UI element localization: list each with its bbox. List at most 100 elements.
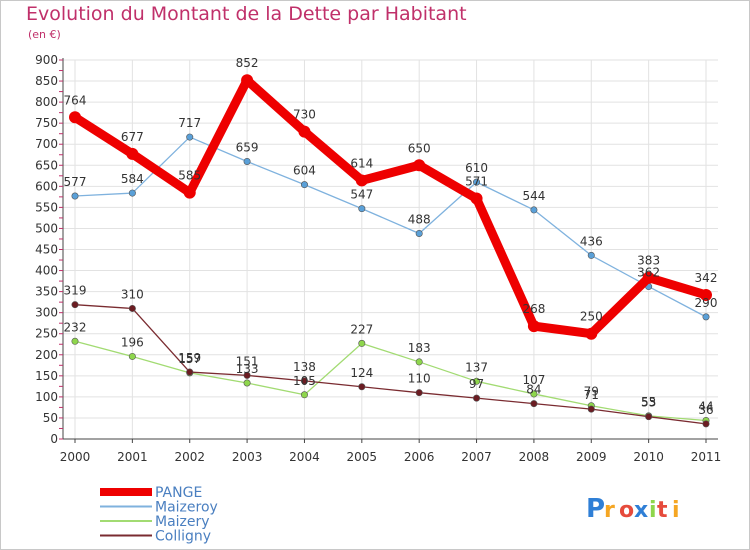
data-point-maizeroy [128, 189, 136, 197]
legend-item-maizery: Maizery [100, 514, 210, 530]
chart-title: Evolution du Montant de la Dette par Hab… [26, 3, 467, 25]
data-point-pange [183, 186, 196, 199]
series-group [69, 74, 712, 428]
series-pange [69, 74, 712, 340]
y-tick-label: 450 [35, 243, 58, 257]
y-tick-label: 900 [35, 53, 58, 67]
logo-letter: i [649, 498, 657, 523]
data-label-maizery: 133 [236, 362, 259, 376]
data-point-colligny [530, 400, 538, 408]
data-point-colligny [300, 377, 308, 385]
data-label-maizery: 107 [522, 373, 545, 387]
series-colligny [71, 301, 710, 428]
data-label-maizery: 183 [408, 341, 431, 355]
x-tick-label: 2003 [232, 450, 263, 464]
y-tick-label: 500 [35, 221, 58, 235]
data-point-pange [700, 288, 712, 301]
x-tick-label: 2006 [404, 450, 435, 464]
data-label-colligny: 97 [469, 377, 484, 391]
data-label-maizeroy: 659 [236, 140, 259, 154]
data-label-colligny: 71 [584, 388, 599, 402]
data-label-pange: 677 [121, 130, 144, 144]
data-label-colligny: 53 [641, 396, 656, 410]
data-label-pange: 730 [293, 108, 316, 122]
data-label-colligny: 36 [698, 403, 713, 417]
y-tick-label: 850 [35, 74, 58, 88]
data-label-colligny: 124 [350, 366, 373, 380]
legend-label-maizeroy: Maizeroy [155, 500, 218, 516]
data-label-pange: 571 [465, 175, 488, 189]
logo-letter: P [586, 494, 605, 524]
legend-label-maizery: Maizery [155, 514, 210, 530]
legend-item-maizeroy: Maizeroy [100, 500, 218, 516]
data-point-colligny [645, 413, 653, 421]
data-point-colligny [702, 420, 710, 428]
data-point-pange [69, 111, 81, 124]
data-label-colligny: 319 [64, 284, 87, 298]
data-label-pange: 342 [695, 271, 718, 285]
series-line-maizery [74, 340, 707, 422]
data-point-maizeroy [300, 181, 308, 189]
data-point-colligny [358, 383, 366, 391]
data-point-colligny [71, 301, 79, 309]
data-label-pange: 614 [350, 156, 373, 170]
y-tick-label: 50 [43, 411, 58, 425]
data-label-colligny: 84 [526, 383, 541, 397]
data-label-maizery: 44 [698, 399, 713, 413]
data-label-maizeroy: 436 [580, 234, 603, 248]
data-label-maizery: 227 [350, 322, 373, 336]
x-tick-label: 2000 [60, 450, 91, 464]
logo-lettering: Pr o x i t i [586, 494, 680, 524]
y-tick-label: 650 [35, 158, 58, 172]
data-label-maizeroy: 488 [408, 212, 431, 226]
data-label-maizery: 105 [293, 374, 316, 388]
logo-letter: i [672, 498, 680, 523]
x-tick-label: 2001 [117, 450, 148, 464]
data-point-maizery [71, 337, 79, 345]
x-tick-label: 2004 [289, 450, 320, 464]
data-label-pange: 250 [580, 310, 603, 324]
data-label-maizery: 196 [121, 335, 144, 349]
y-tick-label: 150 [35, 369, 58, 383]
series-line-colligny [74, 304, 707, 425]
data-point-colligny [587, 405, 595, 413]
data-label-maizeroy: 604 [293, 164, 316, 178]
y-tick-label: 800 [35, 95, 58, 109]
logo-letter: o [619, 498, 634, 523]
data-label-maizeroy: 610 [465, 161, 488, 175]
logo-letter: r [604, 498, 615, 523]
series-maizeroy [71, 133, 710, 321]
data-label-maizery: 157 [178, 352, 201, 366]
data-point-colligny [243, 371, 251, 379]
data-label-maizeroy: 547 [350, 188, 373, 202]
data-point-pange [126, 147, 139, 160]
data-point-maizery [243, 379, 251, 387]
logo-letter: x [634, 498, 648, 523]
data-point-maizery [300, 391, 308, 399]
data-point-pange [527, 320, 540, 333]
data-label-maizery: 137 [465, 360, 488, 374]
data-label-maizeroy: 717 [178, 116, 201, 130]
x-tick-label: 2007 [461, 450, 492, 464]
legend-item-pange: PANGE [100, 485, 202, 501]
data-label-maizeroy: 544 [522, 189, 545, 203]
data-label-pange: 383 [637, 254, 660, 268]
data-label-colligny: 110 [408, 372, 431, 386]
data-point-maizery [415, 358, 423, 366]
legend-label-pange: PANGE [155, 485, 202, 501]
data-label-maizery: 232 [64, 320, 87, 334]
data-label-pange: 585 [178, 169, 201, 183]
data-point-maizery [530, 390, 538, 398]
y-tick-label: 600 [35, 179, 58, 193]
data-label-colligny: 151 [236, 354, 259, 368]
data-point-maizeroy [587, 251, 595, 259]
x-tick-label: 2011 [691, 450, 722, 464]
y-tick-label: 250 [35, 327, 58, 341]
x-tick-label: 2008 [519, 450, 550, 464]
series-line-pange [70, 75, 711, 339]
logo-letter: t [657, 498, 668, 523]
x-tick-label: 2009 [576, 450, 607, 464]
data-point-pange [413, 159, 426, 172]
